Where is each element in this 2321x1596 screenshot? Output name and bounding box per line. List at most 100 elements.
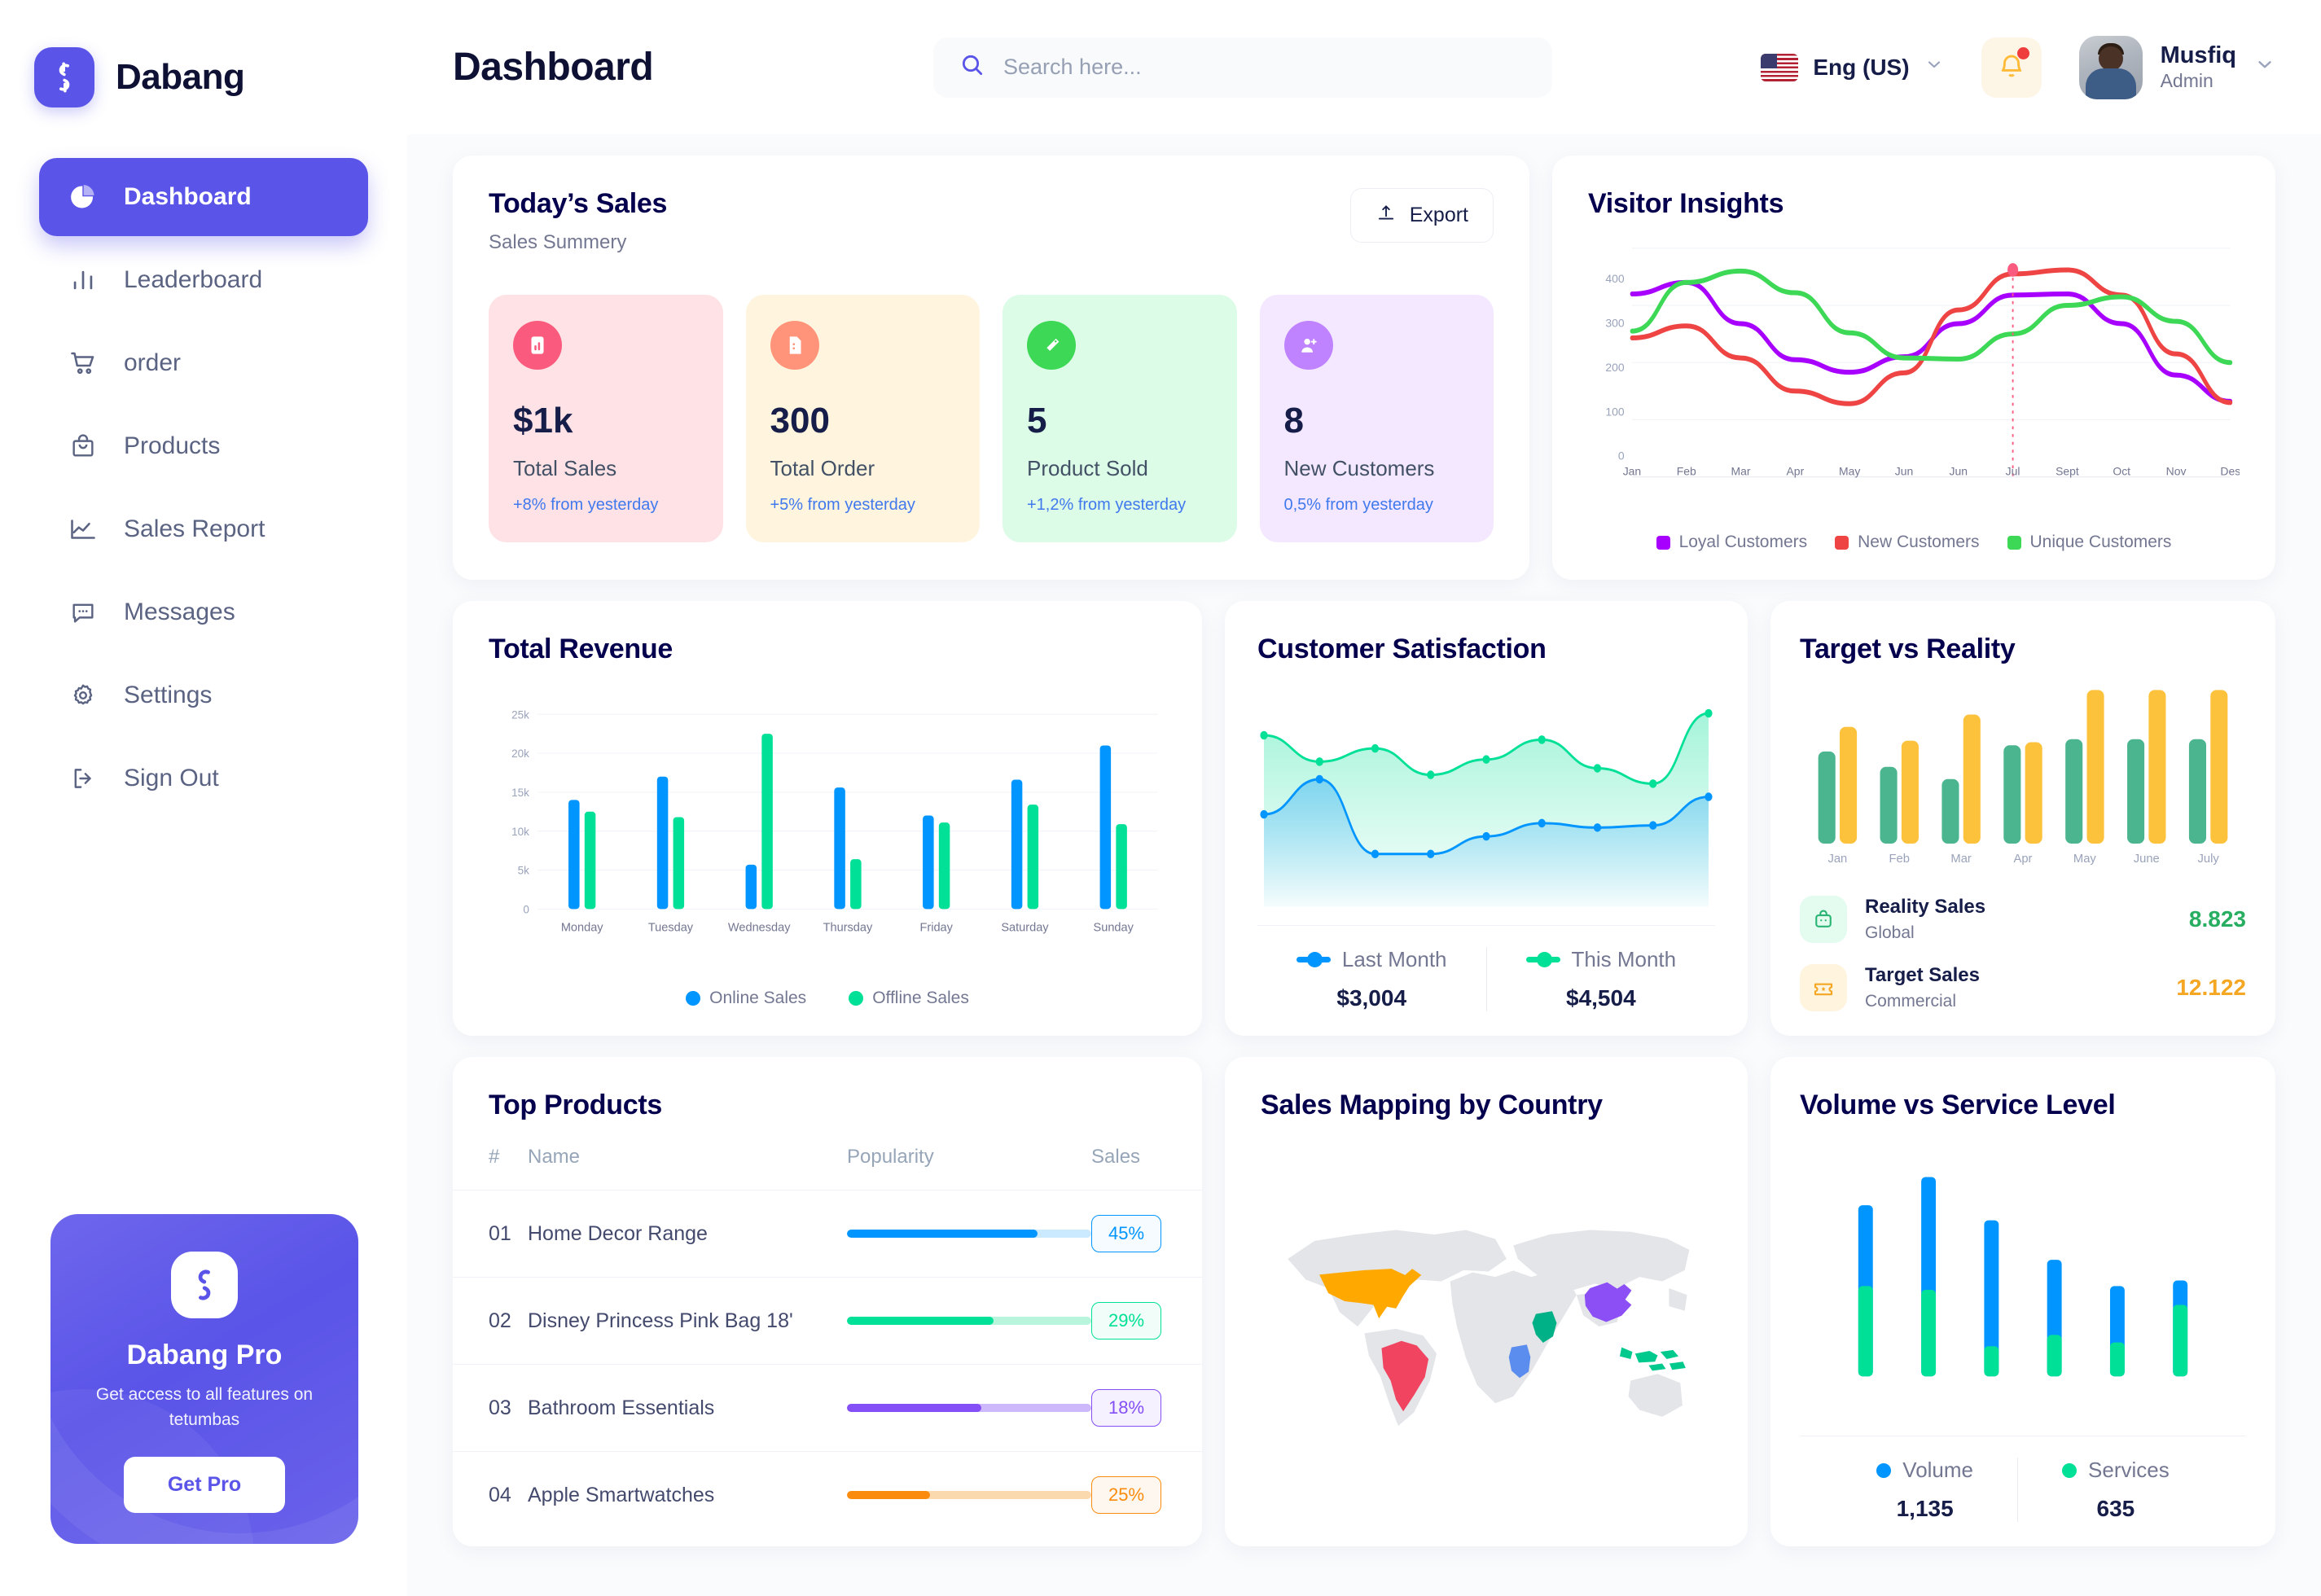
svg-text:Tuesday: Tuesday — [648, 921, 694, 934]
customer-satisfaction-card: Customer Satisfaction Last Month $3,004 … — [1225, 601, 1748, 1037]
this-month-summary: This Month $4,504 — [1485, 947, 1716, 1012]
svg-text:May: May — [1839, 464, 1860, 477]
stat-tile-new-customers[interactable]: 8 New Customers 0,5% from yesterday — [1259, 295, 1494, 542]
legend-item: Online Sales — [686, 989, 806, 1008]
stat-delta: +5% from yesterday — [770, 496, 915, 514]
chevron-down-icon — [1924, 55, 1944, 80]
svg-text:Jan: Jan — [1827, 853, 1847, 866]
user-role: Admin — [2160, 69, 2214, 91]
logout-icon — [67, 762, 99, 795]
sidebar-item-leaderboard[interactable]: Leaderboard — [39, 241, 368, 319]
search-input[interactable] — [1003, 55, 1526, 80]
sidebar-item-products[interactable]: Products — [39, 407, 368, 485]
legend-item: Loyal Customers — [1656, 533, 1807, 552]
svg-text:Jun: Jun — [1895, 464, 1913, 477]
volume-vs-service-title: Volume vs Service Level — [1800, 1090, 2116, 1121]
last-month-summary: Last Month $3,004 — [1257, 947, 1486, 1011]
sidebar-item-order[interactable]: order — [39, 324, 368, 402]
svg-text:Sunday: Sunday — [1094, 921, 1134, 934]
map-region-united-states[interactable] — [1319, 1269, 1422, 1319]
sidebar-item-label: Sales Report — [124, 515, 265, 542]
search-box[interactable] — [933, 37, 1552, 98]
row-2: Total Revenue 0 5k 10k 15k 20k 25k Monday Tuesd… — [453, 601, 2275, 1037]
stat-tile-total-sales[interactable]: $1k Total Sales +8% from yesterday — [489, 295, 723, 542]
svg-text:Jul: Jul — [2006, 464, 2020, 477]
sidebar-item-label: Sign Out — [124, 765, 219, 791]
pie-chart-icon — [67, 181, 99, 213]
map-region-indonesia[interactable] — [1619, 1347, 1686, 1371]
target-vs-reality-title: Target vs Reality — [1800, 634, 2016, 664]
table-row[interactable]: 02 Disney Princess Pink Bag 18' 29% — [453, 1277, 1202, 1365]
stat-tile-total-order[interactable]: 300 Total Order +5% from yesterday — [745, 295, 980, 542]
legend-item: Offline Sales — [849, 989, 969, 1008]
svg-text:400: 400 — [1605, 272, 1625, 285]
us-flag-icon — [1761, 53, 1799, 81]
map-region-brazil[interactable] — [1381, 1341, 1429, 1412]
stat-value: 300 — [770, 401, 830, 441]
table-row[interactable]: 01 Home Decor Range 45% — [453, 1190, 1202, 1278]
column-header: # — [489, 1146, 500, 1168]
top-products-table: # Name Popularity Sales 01 Home Decor Ran… — [453, 1146, 1202, 1539]
svg-text:Thursday: Thursday — [823, 921, 873, 934]
target-vs-reality-chart: Jan Feb Mar Apr May June July — [1800, 673, 2246, 875]
avatar — [2078, 35, 2143, 99]
visitor-insights-chart: 0 100 200 300 400 Jan Feb Mar Apr May Jun Jun Jul Sep… — [1588, 235, 2240, 528]
get-pro-button[interactable]: Get Pro — [123, 1457, 286, 1513]
user-name: Musfiq — [2160, 42, 2236, 69]
total-revenue-chart: 0 5k 10k 15k 20k 25k Monday Tuesday Wednesday Thu… — [489, 677, 1166, 985]
product-rank: 04 — [453, 1451, 528, 1539]
notification-badge — [2016, 46, 2029, 59]
sidebar-item-dashboard[interactable]: Dashboard — [39, 158, 368, 236]
visitor-insights-legend: Loyal Customers New Customers Unique Cus… — [1588, 533, 2240, 552]
volume-vs-service-footer: Volume 1,135 Services 635 — [1800, 1436, 2246, 1523]
product-rank: 01 — [453, 1190, 528, 1278]
chat-icon — [67, 596, 99, 629]
customer-satisfaction-chart — [1257, 670, 1715, 912]
notifications-button[interactable] — [1981, 37, 2042, 98]
export-button[interactable]: Export — [1349, 188, 1494, 243]
stat-value: $1k — [513, 401, 573, 441]
sidebar-item-label: order — [124, 349, 182, 376]
legend-item: Unique Customers — [2007, 533, 2171, 552]
map-region-dr-congo[interactable] — [1508, 1344, 1531, 1379]
todays-sales-card: Today’s Sales Sales Summery Export — [453, 156, 1529, 580]
ticket-yellow-icon — [1800, 964, 1847, 1012]
sidebar-item-sales-report[interactable]: Sales Report — [39, 490, 368, 568]
brand[interactable]: Dabang — [0, 33, 407, 107]
sidebar-item-sign-out[interactable]: Sign Out — [39, 739, 368, 818]
svg-text:Jun: Jun — [1950, 464, 1968, 477]
svg-text:Saturday: Saturday — [1001, 921, 1049, 934]
svg-text:July: July — [2198, 853, 2220, 866]
total-revenue-legend: Online Sales Offline Sales — [489, 989, 1166, 1008]
svg-text:100: 100 — [1605, 405, 1625, 418]
top-products-title: Top Products — [489, 1090, 662, 1121]
product-sales: 29% — [1091, 1277, 1202, 1365]
world-map[interactable] — [1261, 1121, 1712, 1514]
user-menu[interactable]: Musfiq Admin — [2078, 35, 2275, 99]
svg-text:Apr: Apr — [1787, 464, 1805, 477]
chevron-down-icon — [2254, 54, 2275, 81]
price-tag-icon — [1027, 321, 1076, 370]
export-label: Export — [1409, 204, 1468, 226]
dabang-logo-icon — [34, 47, 94, 107]
table-row[interactable]: 03 Bathroom Essentials 18% — [453, 1364, 1202, 1452]
stat-tile-product-sold[interactable]: 5 Product Sold +1,2% from yesterday — [1003, 295, 1237, 542]
sales-map-card: Sales Mapping by Country — [1225, 1057, 1748, 1547]
table-row[interactable]: 04 Apple Smartwatches 25% — [453, 1451, 1202, 1539]
sidebar-item-messages[interactable]: Messages — [39, 573, 368, 651]
table-header-row: # Name Popularity Sales — [453, 1146, 1202, 1190]
todays-sales-title: Today’s Sales — [489, 188, 668, 219]
customer-satisfaction-footer: Last Month $3,004 This Month $4,504 — [1257, 925, 1716, 1012]
product-name: Disney Princess Pink Bag 18' — [528, 1277, 847, 1365]
svg-text:Feb: Feb — [1677, 464, 1696, 477]
language-selector[interactable]: Eng (US) — [1761, 53, 1944, 81]
svg-text:Mar: Mar — [1950, 853, 1971, 866]
svg-text:Apr: Apr — [2014, 853, 2033, 866]
gear-icon — [67, 679, 99, 712]
add-customer-icon — [1283, 321, 1333, 370]
stat-tiles: $1k Total Sales +8% from yesterday 300 T… — [489, 295, 1494, 542]
map-region-saudi-arabia[interactable] — [1532, 1311, 1557, 1344]
map-region-china[interactable] — [1584, 1282, 1632, 1322]
product-sales: 45% — [1091, 1190, 1202, 1278]
sidebar-item-settings[interactable]: Settings — [39, 656, 368, 734]
